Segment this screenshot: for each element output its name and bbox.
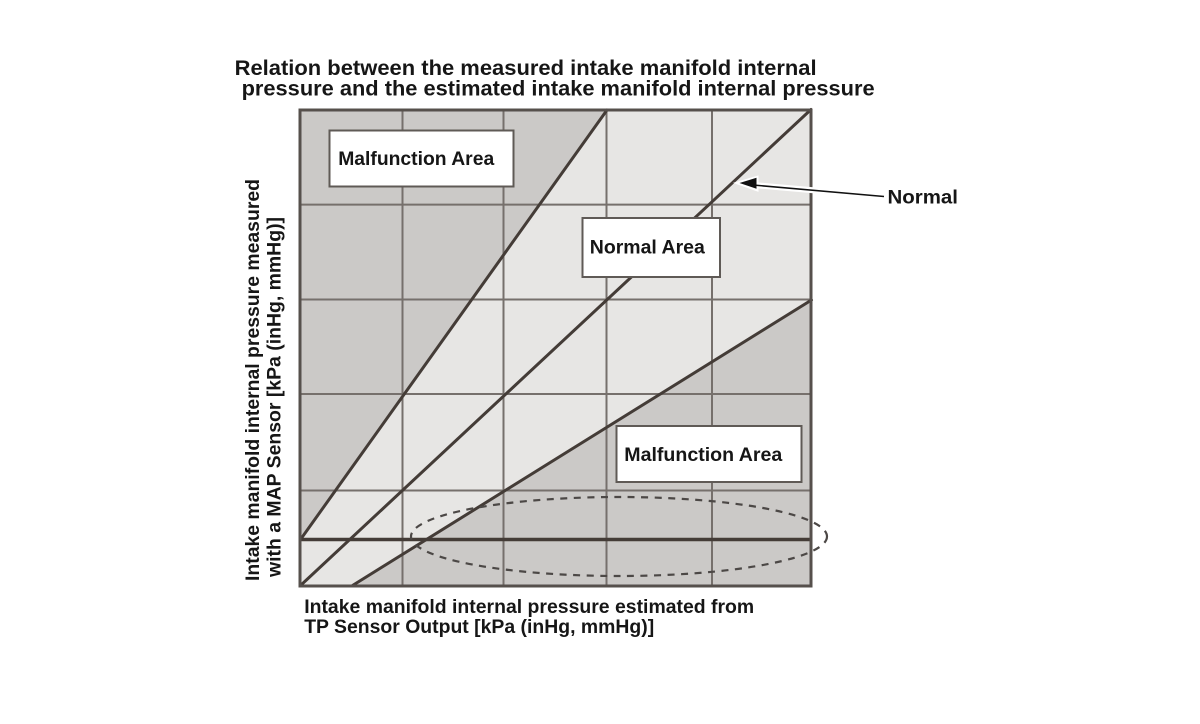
svg-text:with a MAP Sensor [kPa (inHg,: with a MAP Sensor [kPa (inHg, mmHg)] bbox=[263, 217, 285, 578]
svg-text:Intake manifold internal press: Intake manifold internal pressure estima… bbox=[304, 596, 754, 618]
svg-text:Normal: Normal bbox=[888, 187, 959, 209]
svg-text:Relation between the measured: Relation between the measured intake man… bbox=[235, 57, 817, 80]
svg-text:TP Sensor Output [kPa (inHg, m: TP Sensor Output [kPa (inHg, mmHg)] bbox=[304, 616, 654, 638]
svg-text:pressure and the estimated int: pressure and the estimated intake manifo… bbox=[242, 77, 875, 100]
svg-text:Intake manifold internal press: Intake manifold internal pressure measur… bbox=[242, 179, 264, 581]
svg-text:Malfunction Area: Malfunction Area bbox=[338, 148, 494, 170]
svg-text:Normal Area: Normal Area bbox=[590, 237, 705, 259]
svg-text:Malfunction Area: Malfunction Area bbox=[624, 444, 782, 466]
